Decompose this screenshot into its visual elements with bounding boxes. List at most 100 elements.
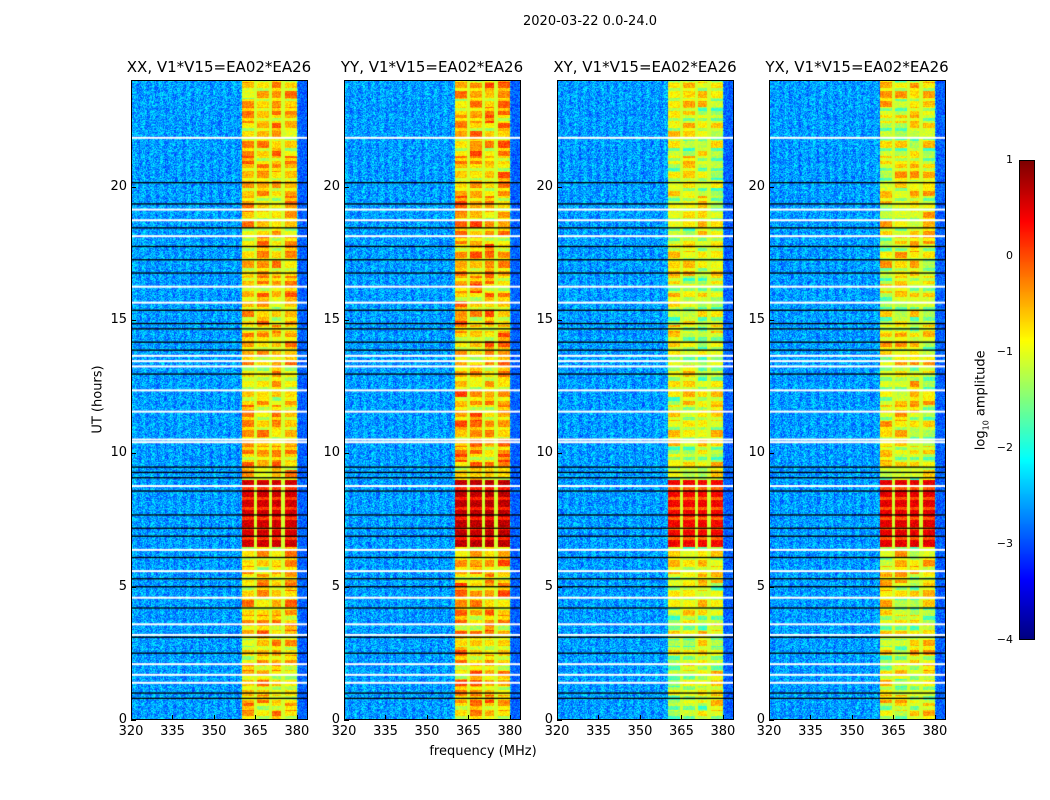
- x-tick-mark: [810, 715, 812, 720]
- colorbar-tick-label: 0: [1006, 249, 1013, 262]
- x-tick-mark: [722, 715, 724, 720]
- y-tick-label: 20: [110, 178, 127, 194]
- x-tick-label: 320: [544, 724, 570, 739]
- y-tick-mark: [557, 453, 562, 455]
- y-tick-mark: [769, 586, 774, 588]
- x-tick-label: 365: [243, 724, 268, 739]
- x-tick-label: 365: [669, 724, 694, 739]
- spectrogram-panel-2: [344, 80, 521, 720]
- x-tick-label: 350: [201, 724, 227, 739]
- x-tick-mark: [509, 715, 511, 720]
- y-tick-label: 20: [748, 178, 765, 194]
- y-tick-mark: [344, 453, 349, 455]
- y-tick-label: 5: [756, 578, 765, 594]
- spectrogram-heatmap: [345, 81, 520, 719]
- x-tick-mark: [681, 715, 683, 720]
- x-tick-label: 320: [331, 724, 357, 739]
- y-tick-mark: [557, 320, 562, 321]
- panel-title: XY, V1*V15=EA02*EA26: [553, 58, 737, 76]
- y-tick-mark: [344, 320, 349, 321]
- y-tick-label: 5: [544, 578, 553, 594]
- y-tick-label: 0: [331, 712, 340, 727]
- y-tick-label: 15: [748, 312, 765, 327]
- y-tick-label: 0: [118, 712, 127, 727]
- panel-title: XX, V1*V15=EA02*EA26: [126, 58, 312, 76]
- x-tick-label: 335: [160, 724, 185, 739]
- y-tick-label: 10: [323, 445, 340, 461]
- figure-title: 2020-03-22 0.0-24.0: [523, 14, 657, 29]
- x-tick-label: 365: [456, 724, 481, 739]
- y-tick-label: 10: [748, 445, 765, 461]
- x-tick-mark: [131, 715, 132, 720]
- y-tick-label: 5: [331, 578, 340, 594]
- y-tick-mark: [131, 720, 136, 721]
- colorbar-tick-label: 1: [1006, 153, 1013, 166]
- y-tick-mark: [769, 186, 774, 188]
- x-tick-mark: [255, 715, 257, 720]
- spectrogram-panel-3: [557, 80, 734, 720]
- y-tick-mark: [131, 320, 136, 321]
- y-tick-label: 0: [756, 712, 765, 727]
- panel-title: YY, V1*V15=EA02*EA26: [340, 58, 524, 76]
- x-tick-mark: [893, 715, 895, 720]
- x-tick-label: 350: [839, 724, 865, 739]
- x-tick-mark: [851, 715, 853, 720]
- y-tick-mark: [344, 186, 349, 188]
- y-tick-label: 5: [118, 578, 127, 594]
- y-tick-mark: [344, 586, 349, 588]
- x-tick-mark: [639, 715, 641, 720]
- x-tick-mark: [172, 715, 174, 720]
- x-tick-mark: [296, 715, 298, 720]
- x-tick-mark: [344, 715, 345, 720]
- colorbar-tick-label: −2: [996, 441, 1013, 454]
- spectrogram-heatmap: [770, 81, 945, 719]
- x-tick-label: 320: [118, 724, 144, 739]
- x-tick-mark: [426, 715, 428, 720]
- y-tick-mark: [131, 453, 136, 455]
- colorbar-tick-label: −3: [996, 537, 1013, 550]
- spectrogram-panel-4: [769, 80, 946, 720]
- x-tick-mark: [769, 715, 770, 720]
- x-tick-label: 380: [710, 724, 736, 739]
- y-tick-label: 10: [536, 445, 553, 461]
- colorbar-tick-label: −1: [996, 345, 1013, 358]
- y-axis-label: UT (hours): [90, 365, 106, 434]
- x-tick-label: 380: [497, 724, 523, 739]
- spectrogram-heatmap: [558, 81, 733, 719]
- x-tick-label: 380: [284, 724, 310, 739]
- y-tick-label: 10: [110, 445, 127, 461]
- colorbar-tick-label: −4: [996, 633, 1013, 646]
- x-axis-label: frequency (MHz): [429, 744, 537, 759]
- y-tick-mark: [769, 320, 774, 321]
- x-tick-label: 380: [922, 724, 948, 739]
- y-tick-mark: [557, 586, 562, 588]
- panel-title: YX, V1*V15=EA02*EA26: [765, 58, 949, 76]
- y-tick-mark: [344, 720, 349, 721]
- x-tick-label: 335: [586, 724, 611, 739]
- y-tick-label: 15: [536, 312, 553, 327]
- y-tick-mark: [131, 186, 136, 188]
- x-tick-label: 365: [881, 724, 906, 739]
- y-tick-mark: [557, 186, 562, 188]
- x-tick-mark: [598, 715, 600, 720]
- y-tick-label: 20: [536, 178, 553, 194]
- y-tick-label: 0: [544, 712, 553, 727]
- colorbar: [1019, 160, 1035, 640]
- y-tick-label: 15: [323, 312, 340, 327]
- x-tick-label: 320: [756, 724, 782, 739]
- y-tick-label: 15: [110, 312, 127, 327]
- spectrogram-heatmap: [132, 81, 307, 719]
- x-tick-mark: [213, 715, 215, 720]
- x-tick-label: 350: [414, 724, 440, 739]
- x-tick-mark: [934, 715, 936, 720]
- x-tick-mark: [385, 715, 387, 720]
- x-tick-mark: [468, 715, 470, 720]
- y-tick-mark: [557, 720, 562, 721]
- x-tick-label: 350: [627, 724, 653, 739]
- y-tick-mark: [769, 453, 774, 455]
- x-tick-label: 335: [373, 724, 398, 739]
- x-tick-label: 335: [798, 724, 823, 739]
- y-tick-label: 20: [323, 178, 340, 194]
- y-tick-mark: [131, 586, 136, 588]
